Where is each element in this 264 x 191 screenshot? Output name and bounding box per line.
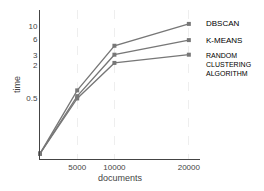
svg-text:6: 6 bbox=[33, 35, 38, 44]
svg-text:time: time bbox=[12, 76, 22, 93]
svg-text:2: 2 bbox=[33, 61, 38, 70]
svg-text:3: 3 bbox=[33, 51, 38, 60]
svg-text:10: 10 bbox=[28, 22, 37, 31]
svg-text:10000: 10000 bbox=[103, 163, 126, 172]
svg-text:documents: documents bbox=[98, 173, 143, 183]
svg-text:20000: 20000 bbox=[178, 163, 201, 172]
svg-text:5000: 5000 bbox=[68, 163, 86, 172]
svg-text:DBSCAN: DBSCAN bbox=[206, 19, 240, 28]
svg-text:0.5: 0.5 bbox=[26, 94, 38, 103]
svg-text:RANDOMCLUSTERINGALGORITHM: RANDOMCLUSTERINGALGORITHM bbox=[206, 52, 251, 77]
svg-text:K-MEANS: K-MEANS bbox=[206, 36, 242, 45]
